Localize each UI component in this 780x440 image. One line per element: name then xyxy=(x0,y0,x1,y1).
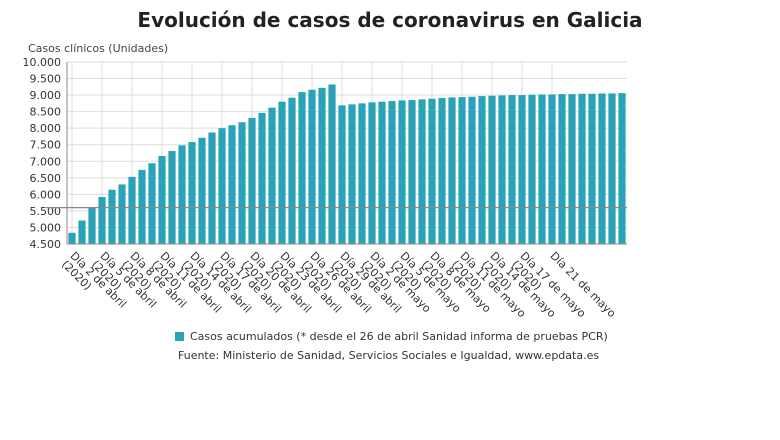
bar xyxy=(508,95,516,244)
bar xyxy=(398,100,406,244)
bar xyxy=(438,98,446,244)
bar xyxy=(278,101,286,244)
bar xyxy=(338,105,346,244)
bar xyxy=(538,94,546,244)
bar xyxy=(588,93,596,244)
y-axis-label: Casos clínicos (Unidades) xyxy=(28,42,169,55)
bar xyxy=(138,169,146,244)
legend: Casos acumulados (* desde el 26 de abril… xyxy=(175,330,608,343)
bar xyxy=(158,155,166,244)
bar xyxy=(478,96,486,244)
y-tick-label: 5.500 xyxy=(30,205,62,218)
bar xyxy=(68,232,76,244)
y-tick-label: 8.000 xyxy=(30,122,62,135)
bar xyxy=(568,94,576,245)
bar xyxy=(358,103,366,244)
bar xyxy=(598,93,606,244)
bar xyxy=(448,97,456,244)
bar xyxy=(178,145,186,244)
bar xyxy=(318,87,326,244)
bar xyxy=(108,189,116,244)
bar xyxy=(198,137,206,244)
y-tick-label: 8.500 xyxy=(30,106,62,119)
bar xyxy=(238,122,246,244)
y-tick-label: 6.500 xyxy=(30,172,62,185)
bar xyxy=(308,89,316,245)
y-tick-label: 5.000 xyxy=(30,221,62,234)
bar xyxy=(288,97,296,244)
bar xyxy=(148,163,156,244)
source-text: Fuente: Ministerio de Sanidad, Servicios… xyxy=(178,349,600,362)
bar xyxy=(378,101,386,244)
y-tick-label: 4.500 xyxy=(30,238,62,251)
bar xyxy=(458,97,466,245)
bar-chart: 4.500 5.000 5.500 6.000 6.500 7.000 7.500 8.000… xyxy=(23,56,627,320)
bar xyxy=(78,220,86,244)
bar xyxy=(228,125,236,244)
y-tick-label: 6.000 xyxy=(30,188,62,201)
bar xyxy=(98,197,106,244)
bar xyxy=(528,94,536,244)
bar xyxy=(518,95,526,244)
bar xyxy=(468,96,476,244)
bar xyxy=(418,99,426,244)
chart-title: Evolución de casos de coronavirus en Gal… xyxy=(137,8,643,32)
bar xyxy=(558,94,566,245)
bar xyxy=(498,95,506,245)
y-tick-label: 10.000 xyxy=(23,56,62,69)
bar xyxy=(408,100,416,245)
bar xyxy=(608,93,616,244)
bar xyxy=(118,184,126,244)
bar xyxy=(328,84,336,244)
bar xyxy=(188,142,196,244)
bar xyxy=(128,176,136,244)
y-tick-label: 7.000 xyxy=(30,155,62,168)
bar xyxy=(208,132,216,244)
bar xyxy=(298,92,306,244)
bar xyxy=(578,93,586,244)
bar xyxy=(168,151,176,244)
bar xyxy=(268,107,276,244)
y-tick-label: 9.000 xyxy=(30,89,62,102)
bar xyxy=(258,112,266,245)
bar xyxy=(488,95,496,245)
bar xyxy=(88,207,96,244)
bar xyxy=(248,117,256,244)
legend-swatch xyxy=(175,332,184,341)
bar xyxy=(368,102,376,244)
legend-label: Casos acumulados (* desde el 26 de abril… xyxy=(190,330,608,343)
y-tick-label: 7.500 xyxy=(30,139,62,152)
bar xyxy=(618,93,626,244)
bar xyxy=(348,104,356,245)
bar xyxy=(548,94,556,244)
y-tick-label: 9.500 xyxy=(30,73,62,86)
bar xyxy=(428,98,436,244)
bar xyxy=(218,128,226,244)
bar xyxy=(388,101,396,244)
